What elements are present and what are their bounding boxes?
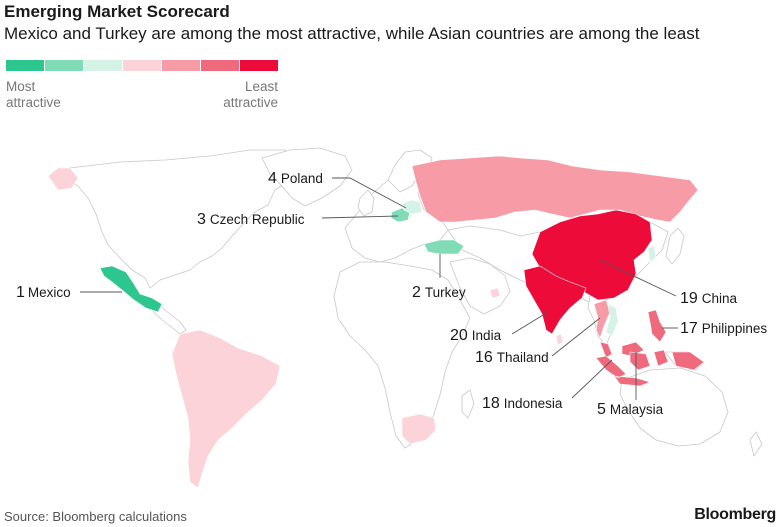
greenland-land [261, 147, 353, 207]
australia-land [619, 367, 729, 447]
label-turkey: 2 Turkey [412, 284, 466, 301]
legend-swatch-4 [123, 60, 161, 71]
philippines-shape [647, 309, 667, 343]
chart-subtitle: Mexico and Turkey are among the most att… [4, 24, 700, 43]
label-malaysia: 5 Malaysia [597, 401, 664, 418]
leader-indonesia [571, 359, 613, 399]
africa-land [333, 261, 471, 449]
vietnam-shape [605, 303, 619, 337]
label-china: 19 China [680, 290, 738, 307]
bloomberg-logo: Bloomberg [694, 506, 776, 523]
label-czech-republic: 3 Czech Republic [197, 211, 305, 228]
korea-shape [647, 245, 657, 263]
leader-czech [321, 215, 399, 219]
legend-swatch-6 [201, 60, 239, 71]
uae-shape [489, 287, 501, 299]
indonesia-shape [595, 349, 705, 387]
label-thailand: 16 Thailand [475, 349, 549, 366]
legend-swatch-3 [84, 60, 122, 71]
legend-swatch-1 [6, 60, 44, 71]
turkey-shape [423, 239, 465, 255]
legend-most-label: Most [6, 79, 36, 94]
south-africa-shape [401, 413, 437, 445]
source-note: Source: Bloomberg calculations [4, 509, 187, 524]
leader-india [511, 311, 549, 335]
legend-least-label: Least [244, 79, 278, 94]
japan-land [665, 227, 685, 265]
legend-most-attractive-label: attractive [6, 95, 61, 110]
color-legend [6, 60, 279, 71]
north-america-land [64, 149, 301, 289]
legend-least-attractive: Least attractive [200, 79, 278, 111]
russia-shape [411, 155, 699, 223]
legend-swatch-7 [240, 60, 278, 71]
legend-least-attractive-label: attractive [223, 95, 278, 110]
czech-republic-shape [390, 207, 411, 223]
chart-title: Emerging Market Scorecard [4, 2, 230, 21]
poland-shape [401, 199, 423, 215]
india-shape [523, 265, 587, 335]
sri-lanka-shape [555, 333, 564, 346]
alaska-shape [47, 167, 79, 191]
label-philippines: 17 Philippines [680, 320, 767, 337]
new-zealand-land [749, 431, 763, 457]
leader-poland [332, 177, 407, 209]
legend-swatch-5 [162, 60, 200, 71]
label-poland: 4 Poland [268, 170, 323, 187]
madagascar-land [461, 389, 475, 419]
arabia-land [449, 257, 511, 315]
legend-most-attractive: Most attractive [6, 79, 61, 111]
label-indonesia: 18 Indonesia [482, 395, 563, 412]
label-india: 20 India [450, 327, 502, 344]
legend-swatch-2 [45, 60, 83, 71]
leader-thailand [551, 317, 601, 357]
leader-china [599, 259, 677, 297]
south-america-shape [171, 329, 281, 489]
label-mexico: 1 Mexico [16, 284, 71, 301]
uk-land [357, 189, 375, 217]
mexico-shape [99, 265, 163, 313]
